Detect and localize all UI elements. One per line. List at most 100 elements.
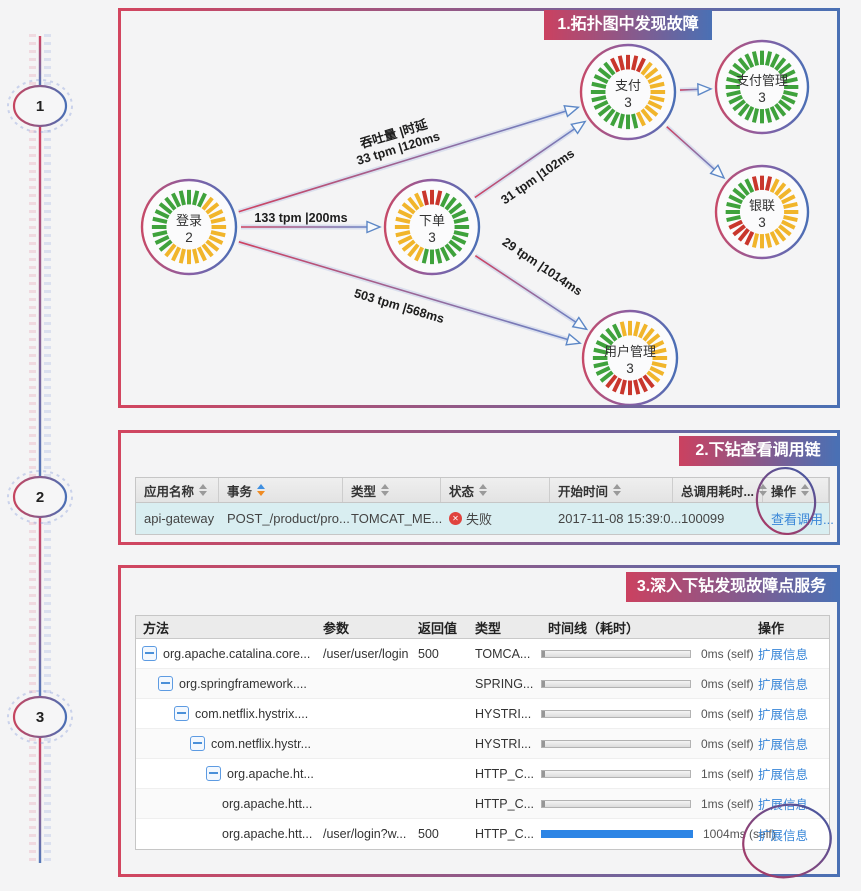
- return-value: 500: [418, 646, 439, 661]
- health-tick: [201, 243, 214, 258]
- health-tick: [769, 231, 780, 246]
- cell-return: [411, 699, 468, 728]
- health-tick: [631, 55, 639, 71]
- expand-info-link[interactable]: 扩展信息: [758, 768, 809, 782]
- health-tick: [435, 190, 443, 206]
- topo-node-login[interactable]: 登录 2: [140, 178, 238, 276]
- health-tick: [448, 202, 463, 215]
- health-tick: [201, 196, 214, 211]
- node-count: 2: [185, 230, 193, 245]
- expand-info-link[interactable]: 扩展信息: [758, 828, 809, 843]
- step-marker-3: [12, 695, 68, 739]
- view-call-chain-link[interactable]: 查看调用...: [771, 512, 834, 527]
- health-tick: [208, 209, 224, 220]
- collapse-icon[interactable]: [174, 706, 189, 721]
- cell-status: 失败: [441, 503, 550, 534]
- node-ring: [579, 43, 677, 141]
- column-label: 状态: [449, 484, 475, 499]
- health-tick: [744, 231, 755, 246]
- span-type: HYSTRI...: [475, 736, 532, 751]
- timeline-bar-gray: [541, 739, 691, 748]
- cell-text: 100099: [681, 511, 725, 526]
- cell-timeline: 0ms (self): [541, 699, 754, 728]
- arrowhead-icon: [565, 333, 582, 346]
- step-marker-halo: [7, 690, 73, 744]
- col-status[interactable]: 状态: [441, 478, 550, 502]
- topo-node-pay-admin[interactable]: 支付管理 3: [714, 39, 810, 135]
- health-tick: [605, 374, 618, 389]
- cell-return: [411, 789, 468, 818]
- health-tick: [448, 239, 463, 252]
- col-action[interactable]: 操作: [763, 478, 829, 502]
- health-tick: [599, 370, 614, 383]
- health-tick: [651, 347, 667, 355]
- cell-timeline: 0ms (self): [541, 639, 754, 668]
- col-app-name[interactable]: 应用名称: [136, 478, 219, 502]
- section3-callstack-panel: 3.深入下钻发现故障点服务 方法 参数 返回值 类型 时间线（耗时） 操作 org.apac…: [118, 565, 840, 877]
- health-tick: [728, 69, 743, 80]
- timeline-bar-blue: [541, 830, 693, 838]
- col-start-time[interactable]: 开始时间: [550, 478, 673, 502]
- column-label: 应用名称: [144, 484, 195, 499]
- health-tick: [603, 108, 616, 123]
- health-tick: [737, 103, 750, 117]
- fail-status-icon: [449, 512, 462, 525]
- col-total-time[interactable]: 总调用耗时...: [673, 478, 767, 502]
- callstack-row: org.springframework.... SPRING... 0ms (sel…: [136, 669, 829, 699]
- status-text: 失败: [466, 512, 493, 527]
- health-tick: [726, 201, 741, 210]
- health-tick: [158, 239, 173, 252]
- cell-method: org.apache.htt...: [136, 819, 316, 849]
- expand-info-link[interactable]: 扩展信息: [758, 648, 809, 662]
- health-tick: [210, 216, 226, 224]
- collapse-icon[interactable]: [206, 766, 221, 781]
- node-ring: [714, 164, 810, 260]
- cell-type: HTTP_C...: [468, 759, 541, 788]
- trace-table-row[interactable]: api-gateway POST_/product/pro... TOMCAT_ME…: [136, 503, 834, 534]
- health-tick: [781, 219, 796, 230]
- expand-info-link[interactable]: 扩展信息: [758, 798, 809, 812]
- method-name: org.apache.ht...: [227, 766, 314, 781]
- sort-icon: [381, 484, 390, 496]
- step-number: 2: [36, 489, 44, 506]
- topo-node-unionpay[interactable]: 银联 3: [714, 164, 810, 260]
- health-tick: [774, 103, 787, 117]
- span-type: SPRING...: [475, 676, 534, 691]
- health-tick: [444, 243, 457, 258]
- sort-icon: [613, 484, 622, 496]
- cell-return: [411, 759, 468, 788]
- topo-node-order[interactable]: 下单 3: [383, 178, 481, 276]
- expand-info-link[interactable]: 扩展信息: [758, 738, 809, 752]
- elapsed-time: 1ms (self): [701, 796, 754, 811]
- timeline-bar-gray: [541, 679, 691, 688]
- health-tick: [152, 216, 168, 224]
- cell-type: HYSTRI...: [468, 699, 541, 728]
- cell-type: TOMCAT_ME...: [343, 503, 442, 534]
- health-tick: [774, 57, 787, 71]
- health-tick: [164, 243, 177, 258]
- health-tick: [597, 104, 612, 117]
- health-tick: [649, 365, 665, 376]
- collapse-icon[interactable]: [158, 676, 173, 691]
- callstack-row: org.apache.htt... /user/login?w... 500 HTTP…: [136, 819, 829, 849]
- cell-action: 扩展信息: [751, 729, 829, 758]
- collapse-icon[interactable]: [142, 646, 157, 661]
- method-name: org.apache.htt...: [222, 796, 313, 811]
- health-tick: [778, 187, 792, 200]
- health-tick: [401, 239, 416, 252]
- edge-line: [474, 128, 575, 199]
- health-tick: [778, 62, 792, 75]
- health-tick: [764, 108, 773, 123]
- expand-info-link[interactable]: 扩展信息: [758, 708, 809, 722]
- expand-info-link[interactable]: 扩展信息: [758, 678, 809, 692]
- node-name: 登录: [176, 213, 202, 228]
- timeline-bar-gray: [541, 709, 691, 718]
- topo-node-pay[interactable]: 支付 3: [579, 43, 677, 141]
- step-marker-1: [12, 84, 68, 128]
- col-transaction[interactable]: 事务: [219, 478, 343, 502]
- topo-node-user-mgmt[interactable]: 用户管理 3: [581, 309, 679, 405]
- col-type[interactable]: 类型: [343, 478, 441, 502]
- collapse-icon[interactable]: [190, 736, 205, 751]
